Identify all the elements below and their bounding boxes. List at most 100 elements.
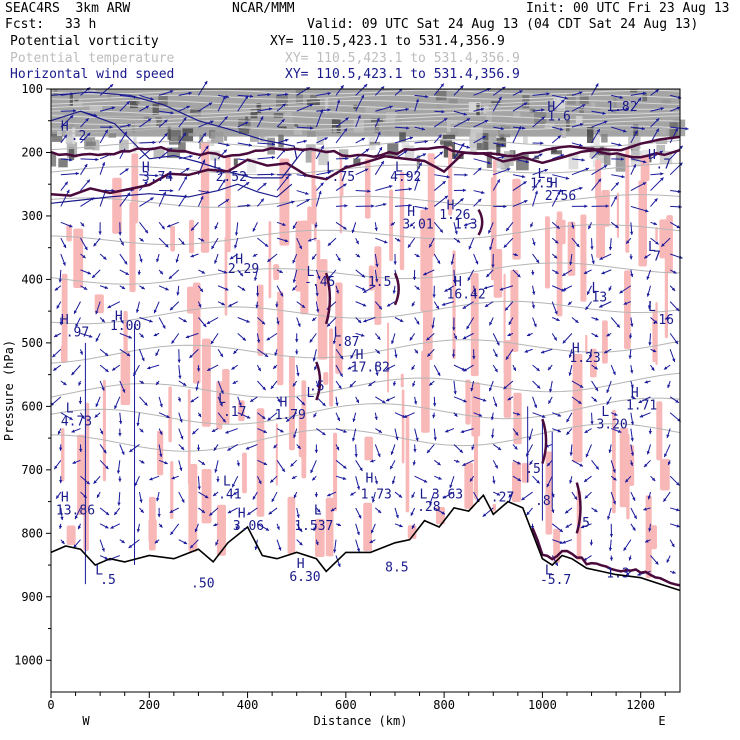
wind-vector-head — [126, 352, 131, 357]
wind-vector-head — [267, 92, 271, 97]
wind-vector-head — [416, 286, 420, 290]
wind-vector-head — [599, 256, 603, 260]
wind-vector-head — [557, 191, 561, 195]
wind-vector-head — [210, 120, 214, 124]
wind-vector-head — [276, 321, 280, 325]
wind-vector-head — [445, 429, 449, 433]
wind-vector-head — [257, 367, 261, 372]
wind-vector-head — [514, 253, 518, 257]
wind-vector-head — [540, 350, 545, 354]
cloud-patch — [211, 131, 224, 143]
wind-vector-head — [647, 496, 651, 500]
pv-shade-patch — [242, 452, 247, 494]
wind-vector-head — [515, 432, 519, 436]
wind-vector-head — [140, 380, 145, 384]
wind-vector-head — [226, 143, 230, 147]
wind-vector-head — [312, 477, 316, 481]
wind-vector-head — [473, 292, 477, 297]
wind-vector-head — [551, 509, 555, 513]
wind-vector-head — [94, 414, 99, 418]
wind-vector-head — [140, 509, 144, 513]
wind-vector-head — [648, 342, 652, 346]
cloud-patch — [153, 148, 165, 158]
wind-vector-head — [519, 90, 523, 94]
wind-vector-head — [398, 494, 403, 498]
wind-vector-head — [254, 546, 258, 550]
wind-vector-head — [637, 97, 642, 102]
wind-vector-head — [411, 525, 415, 529]
wind-vector-head — [233, 350, 237, 354]
pv-shade-patch — [473, 423, 479, 500]
wind-vector-head — [546, 483, 550, 488]
wind-vector-head — [279, 269, 283, 273]
pv-shade-patch — [340, 179, 344, 197]
wind-vector-head — [295, 339, 299, 343]
wind-vector-head — [608, 449, 612, 453]
wind-vector-head — [602, 111, 606, 115]
wind-vector-head — [97, 494, 100, 498]
cloud-patch — [72, 127, 76, 144]
wind-vector-head — [125, 168, 129, 172]
cloud-patch — [557, 96, 566, 111]
wind-vector-head — [362, 303, 367, 307]
wind-vector-head — [588, 354, 593, 359]
cloud-patch — [628, 102, 633, 113]
pv-shade-patch — [492, 503, 497, 512]
wind-vector-head — [180, 435, 184, 440]
wind-vector-head — [213, 447, 217, 451]
wind-vector-head — [392, 290, 396, 294]
wind-vector-head — [112, 367, 116, 371]
wind-vector-head — [462, 462, 466, 466]
wind-vector-head — [69, 416, 73, 420]
wind-vector-head — [549, 388, 553, 393]
wind-vector-head — [559, 528, 563, 532]
wind-vector-head — [322, 402, 326, 407]
wind-speed-contour — [50, 183, 293, 204]
cloud-patch — [280, 113, 294, 124]
wind-vector-head — [559, 540, 564, 544]
extremum-label: 1.5 — [368, 275, 391, 290]
wind-vector-head — [491, 264, 495, 268]
wind-vector-head — [566, 418, 570, 423]
wind-vector-head — [144, 402, 148, 406]
wind-vector-head — [383, 240, 388, 244]
pv-shade-patch — [287, 496, 296, 555]
pv-contour — [324, 272, 332, 325]
pv-shade-patch — [222, 368, 230, 425]
wind-vector-head — [229, 256, 234, 260]
wind-vector-head — [313, 413, 317, 418]
wind-vector-head — [244, 121, 249, 125]
wind-vector-head — [95, 157, 99, 162]
wind-vector-head — [208, 102, 213, 106]
pv-shade-patch — [464, 462, 474, 509]
wind-vector-head — [437, 461, 441, 466]
wind-vector-head — [575, 319, 579, 323]
wind-vector-head — [268, 511, 273, 515]
wind-vector-head — [255, 293, 260, 297]
wind-vector-head — [475, 260, 479, 265]
wind-vector-head — [355, 240, 359, 245]
pv-shade-patch — [273, 264, 280, 280]
extremum-label: H — [648, 148, 656, 163]
y-tick-label: 900 — [21, 590, 43, 604]
wind-vector-head — [280, 429, 284, 433]
wind-vector-head — [597, 178, 602, 183]
pv-shade-patch — [187, 388, 191, 485]
wind-vector-head — [276, 526, 280, 530]
wind-vector-head — [156, 258, 160, 263]
wind-vector-head — [121, 539, 125, 544]
extremum-label: .8 — [535, 494, 551, 509]
wind-vector-head — [608, 287, 612, 291]
wind-vector-head — [375, 372, 379, 376]
wind-vector-head — [460, 198, 464, 202]
wind-vector-head — [463, 112, 467, 116]
extremum-label: L — [213, 157, 221, 172]
wind-vector-head — [333, 549, 337, 553]
pv-shade-patch — [60, 428, 65, 482]
wind-vector-head — [583, 270, 588, 274]
extremum-label: 1.73 — [361, 487, 392, 502]
wind-vector-head — [356, 486, 361, 490]
extremum-label: L — [648, 300, 656, 315]
wind-vector-head — [170, 189, 174, 193]
wind-vector-head — [494, 353, 498, 358]
